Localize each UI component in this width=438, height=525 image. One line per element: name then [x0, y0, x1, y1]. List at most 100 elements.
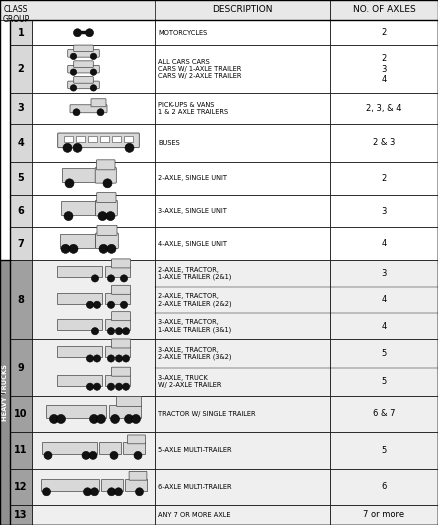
Text: BUSES: BUSES	[158, 140, 180, 146]
Circle shape	[82, 452, 90, 459]
FancyBboxPatch shape	[96, 160, 115, 170]
Bar	[10, 396, 32, 432]
FancyBboxPatch shape	[112, 339, 131, 348]
Bar	[10, 20, 32, 46]
Circle shape	[115, 355, 123, 362]
Bar	[330, 339, 438, 396]
Bar	[155, 20, 330, 46]
Circle shape	[93, 355, 101, 362]
Bar	[123, 443, 145, 454]
Circle shape	[115, 328, 123, 335]
Bar	[330, 93, 438, 124]
Text: 2, 3, & 4: 2, 3, & 4	[366, 104, 402, 113]
Circle shape	[122, 328, 130, 335]
Bar	[57, 346, 102, 358]
Circle shape	[91, 488, 99, 496]
Bar	[155, 339, 330, 396]
Text: 5: 5	[18, 173, 25, 183]
Bar	[155, 432, 330, 469]
Text: 12: 12	[14, 482, 28, 492]
Bar	[330, 227, 438, 260]
Circle shape	[106, 212, 115, 220]
Bar	[32, 227, 155, 260]
FancyBboxPatch shape	[74, 45, 93, 51]
Bar	[32, 260, 155, 339]
Text: 5-AXLE MULTI-TRAILER: 5-AXLE MULTI-TRAILER	[158, 447, 232, 454]
Bar	[57, 266, 102, 277]
Circle shape	[107, 488, 116, 496]
Circle shape	[96, 415, 106, 424]
Bar	[105, 293, 130, 304]
Circle shape	[93, 301, 101, 308]
Circle shape	[97, 109, 104, 116]
Circle shape	[120, 275, 127, 282]
Bar	[155, 162, 330, 195]
Bar	[64, 136, 73, 142]
Circle shape	[71, 85, 77, 91]
Circle shape	[42, 488, 50, 496]
Circle shape	[86, 301, 94, 308]
FancyBboxPatch shape	[97, 225, 117, 235]
Text: 1: 1	[18, 28, 25, 38]
Bar	[61, 169, 95, 182]
Circle shape	[135, 488, 144, 496]
Text: 2-AXLE, TRACTOR,
2-AXLE TRAILER (2&2): 2-AXLE, TRACTOR, 2-AXLE TRAILER (2&2)	[158, 293, 232, 307]
Bar	[10, 93, 32, 124]
Circle shape	[107, 244, 116, 254]
Bar	[40, 479, 99, 491]
Bar	[32, 505, 155, 525]
Text: 2: 2	[381, 28, 387, 37]
Bar	[32, 195, 155, 227]
Bar	[10, 260, 32, 339]
Circle shape	[120, 301, 127, 308]
Bar	[32, 93, 155, 124]
Bar	[10, 162, 32, 195]
Text: 3: 3	[381, 206, 387, 216]
Text: 3-AXLE, TRUCK
W/ 2-AXLE TRAILER: 3-AXLE, TRUCK W/ 2-AXLE TRAILER	[158, 375, 222, 388]
Bar	[10, 432, 32, 469]
Circle shape	[90, 85, 97, 91]
Text: 10: 10	[14, 409, 28, 419]
FancyBboxPatch shape	[127, 435, 145, 444]
Bar	[330, 0, 438, 20]
Text: 3: 3	[381, 269, 387, 278]
Circle shape	[114, 488, 123, 496]
Text: 8: 8	[18, 295, 25, 305]
Bar	[124, 479, 146, 491]
Bar	[330, 469, 438, 505]
Circle shape	[84, 488, 92, 496]
Text: 2 & 3: 2 & 3	[373, 139, 395, 148]
Bar	[32, 339, 155, 396]
Bar	[99, 443, 121, 454]
Text: 2: 2	[381, 174, 387, 183]
Bar	[112, 136, 120, 142]
Circle shape	[107, 383, 115, 390]
Bar	[330, 432, 438, 469]
Circle shape	[110, 452, 118, 459]
Circle shape	[73, 109, 80, 116]
FancyBboxPatch shape	[112, 312, 131, 321]
Bar	[60, 201, 95, 215]
Bar	[330, 46, 438, 93]
Circle shape	[89, 415, 99, 424]
Circle shape	[89, 452, 97, 459]
Bar	[60, 234, 95, 248]
Text: 2
3
4: 2 3 4	[381, 54, 387, 84]
FancyBboxPatch shape	[129, 471, 147, 480]
Circle shape	[107, 301, 115, 308]
Text: 5: 5	[381, 446, 387, 455]
Circle shape	[107, 355, 115, 362]
Circle shape	[90, 69, 97, 75]
Bar	[10, 339, 32, 396]
Bar	[155, 195, 330, 227]
Text: 5: 5	[381, 349, 387, 358]
Bar	[57, 375, 102, 386]
Circle shape	[99, 244, 108, 254]
Bar	[155, 0, 330, 20]
Bar	[155, 469, 330, 505]
Text: 7 or more: 7 or more	[364, 510, 405, 520]
Text: HEAVY TRUCKS: HEAVY TRUCKS	[2, 364, 8, 421]
Bar	[330, 195, 438, 227]
Text: 6-AXLE MULTI-TRAILER: 6-AXLE MULTI-TRAILER	[158, 484, 232, 490]
Bar	[330, 124, 438, 162]
